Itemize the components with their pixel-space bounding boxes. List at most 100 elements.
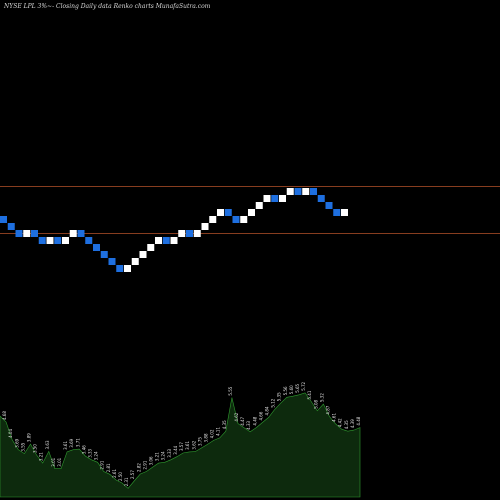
volume-label: 2.61 [112,469,117,478]
volume-area-shape [0,392,361,498]
volume-label: 4.66 [258,411,263,420]
renko-brick-down [7,223,15,230]
renko-brick-up [341,209,348,216]
renko-brick-up [240,216,248,223]
renko-brick-up [69,230,77,237]
renko-brick-up [302,188,310,195]
renko-brick-down [333,209,341,216]
volume-label: 3.24 [94,451,99,460]
volume-label: 3.69 [69,438,74,447]
renko-brick-down [54,237,62,244]
renko-brick-up [170,237,178,244]
volume-label: 4.87 [326,405,331,414]
volume-label: 3.44 [173,445,178,454]
renko-brick-down [317,195,325,202]
renko-brick-down [85,237,93,244]
volume-label: 4.35 [222,420,227,429]
renko-brick-down [93,244,100,251]
volume-label: 2.91 [100,460,105,469]
renko-brick-up [62,237,69,244]
volume-label: 5.41 [307,390,312,399]
renko-brick-down [38,237,46,244]
renko-brick-up [131,258,139,265]
renko-brick-down [162,237,170,244]
renko-brick-up [139,251,147,258]
volume-label: 5.08 [313,399,318,408]
volume-label: 3.24 [161,451,166,460]
volume-label: 2.81 [106,463,111,472]
volume-label: 3.33 [88,448,93,457]
renko-brick-down [186,230,193,237]
volume-label: 3.61 [63,441,68,450]
volume-label: 3.88 [204,433,209,442]
renko-brick-up [46,237,54,244]
volume-label: 4.62 [234,412,239,421]
volume-label: 4.89 [0,405,1,414]
volume-label: 5.72 [301,381,306,390]
renko-brick-up [201,223,209,230]
volume-label: 3.69 [14,438,19,447]
renko-brick-down [271,195,279,202]
renko-brick-up [263,195,271,202]
volume-label: 4.04 [8,429,13,438]
volume-label: 3.62 [191,440,196,449]
renko-brick-down [325,202,333,209]
renko-brick-up [155,237,162,244]
renko-brick-down [224,209,232,216]
renko-brick-up [255,202,263,209]
renko-brick-down [15,230,23,237]
renko-brick-up [286,188,294,195]
volume-label: 3.63 [45,440,50,449]
renko-brick-up [248,209,255,216]
renko-brick-up [23,230,31,237]
volume-label: 5.65 [295,383,300,392]
renko-brick-up [217,209,224,216]
volume-label: 4.42 [338,418,343,427]
volume-label: 3.21 [155,452,160,461]
renko-brick-down [100,251,108,258]
volume-label: 2.91 [142,460,147,469]
volume-label: 2.57 [130,470,135,479]
volume-label: 4.48 [252,416,257,425]
volume-label: 4.02 [210,429,215,438]
volume-label: 5.12 [271,398,276,407]
volume-label: 4.35 [344,420,349,429]
volume-label: 3.33 [167,448,172,457]
volume-label: 5.56 [283,386,288,395]
volume-label: 4.47 [240,416,245,425]
volume-label: 3.89 [27,433,32,442]
renko-brick-down [0,216,7,223]
volume-label: 3.01 [51,457,56,466]
volume-label: 4.61 [332,413,337,422]
volume-label: 3.21 [39,452,44,461]
volume-label: 3.01 [57,457,62,466]
chart-title: NYSE LPL 3%~- Closing Daily data Renko c… [3,3,211,10]
renko-brick-up [209,216,217,223]
volume-label: 3.50 [33,444,38,453]
volume-label: 2.82 [136,463,141,472]
renko-brick-down [31,230,38,237]
volume-label: 4.11 [216,427,221,436]
renko-brick-up [178,230,186,237]
volume-label: 5.55 [228,386,233,395]
renko-brick-up [147,244,155,251]
renko-brick-up [124,265,131,272]
renko-brick-down [77,230,85,237]
renko-brick-up [279,195,286,202]
volume-label: 3.55 [20,442,25,451]
volume-label: 3.61 [185,441,190,450]
volume-label: 3.71 [75,438,80,447]
volume-label: 5.32 [319,393,324,402]
renko-brick-down [232,216,240,223]
volume-labels: 4.894.684.043.693.553.893.503.213.633.01… [0,381,361,486]
volume-label: 3.75 [197,437,202,446]
renko-bricks [0,188,348,272]
volume-label: 4.84 [265,406,270,415]
volume-label: 5.35 [277,392,282,401]
renko-brick-up [193,230,201,237]
volume-label: 2.50 [118,472,123,481]
volume-label: 2.31 [124,477,129,486]
renko-brick-down [294,188,302,195]
